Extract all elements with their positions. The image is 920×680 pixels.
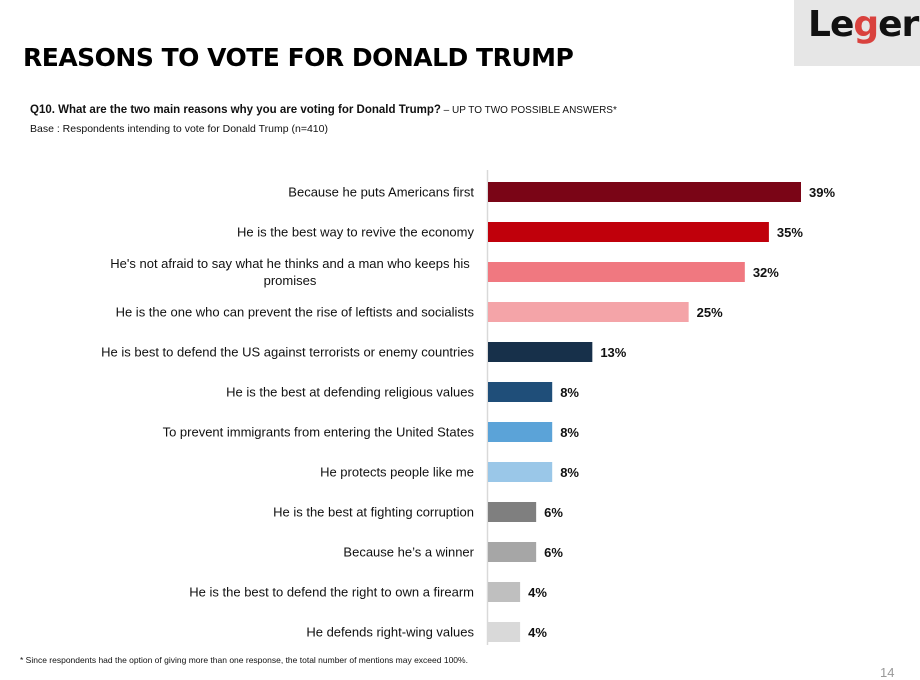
bar-row: He is best to defend the US against terr… [101, 342, 627, 362]
bar [488, 582, 521, 602]
value-label: 4% [528, 625, 547, 640]
bar-row: He's not afraid to say what he thinks an… [110, 256, 779, 288]
bar [488, 182, 801, 202]
value-label: 8% [560, 385, 579, 400]
bar-row: Because he puts Americans first 39% [288, 182, 835, 202]
category-label: Because he’s a winner [343, 545, 474, 560]
bar-row: He is the best at defending religious va… [226, 382, 579, 402]
value-label: 6% [544, 545, 563, 560]
bar [488, 422, 553, 442]
value-label: 4% [528, 585, 547, 600]
category-label: promises [264, 273, 317, 288]
base-text: Base : Respondents intending to vote for… [30, 123, 328, 135]
question-text: Q10. What are the two main reasons why y… [30, 104, 617, 116]
category-label: To prevent immigrants from entering the … [163, 425, 475, 440]
category-label: He is best to defend the US against terr… [101, 345, 474, 360]
bar-row: To prevent immigrants from entering the … [163, 422, 579, 442]
bar-row: He is the best to defend the right to ow… [189, 582, 547, 602]
logo-text: Leger [808, 4, 919, 45]
bar-row: He protects people like me 8% [320, 462, 579, 482]
category-label: He is the best at defending religious va… [226, 385, 474, 400]
bar-row: He is the best at fighting corruption 6% [273, 502, 563, 522]
question-main: Q10. What are the two main reasons why y… [30, 104, 441, 116]
bar [488, 622, 521, 642]
bar-row: He is the one who can prevent the rise o… [116, 302, 723, 322]
category-label: He defends right-wing values [306, 625, 474, 640]
value-label: 8% [560, 465, 579, 480]
value-label: 8% [560, 425, 579, 440]
bar [488, 542, 537, 562]
bar [488, 502, 537, 522]
bar-row: He defends right-wing values 4% [306, 622, 547, 642]
value-label: 13% [600, 345, 626, 360]
value-label: 25% [697, 305, 723, 320]
footnote: * Since respondents had the option of gi… [20, 655, 468, 665]
bar [488, 302, 689, 322]
bar-row: Because he’s a winner 6% [343, 542, 563, 562]
category-label: He is the one who can prevent the rise o… [116, 305, 475, 320]
bar [488, 262, 745, 282]
page-number: 14 [880, 665, 895, 680]
category-label: He protects people like me [320, 465, 474, 480]
category-label: He is the best to defend the right to ow… [189, 585, 474, 600]
bar [488, 462, 553, 482]
bar [488, 382, 553, 402]
leger-logo: Leger [794, 0, 920, 66]
value-label: 6% [544, 505, 563, 520]
bar-row: He is the best way to revive the economy… [237, 222, 803, 242]
category-label: He is the best at fighting corruption [273, 505, 474, 520]
category-label: He's not afraid to say what he thinks an… [110, 256, 470, 271]
value-label: 32% [753, 265, 779, 280]
question-note: – UP TO TWO POSSIBLE ANSWERS* [440, 105, 617, 116]
category-label: Because he puts Americans first [288, 185, 474, 200]
value-label: 39% [809, 185, 835, 200]
value-label: 35% [777, 225, 803, 240]
category-label: He is the best way to revive the economy [237, 225, 475, 240]
bar [488, 342, 593, 362]
bar [488, 222, 769, 242]
page-title: REASONS TO VOTE FOR DONALD TRUMP [23, 43, 574, 72]
